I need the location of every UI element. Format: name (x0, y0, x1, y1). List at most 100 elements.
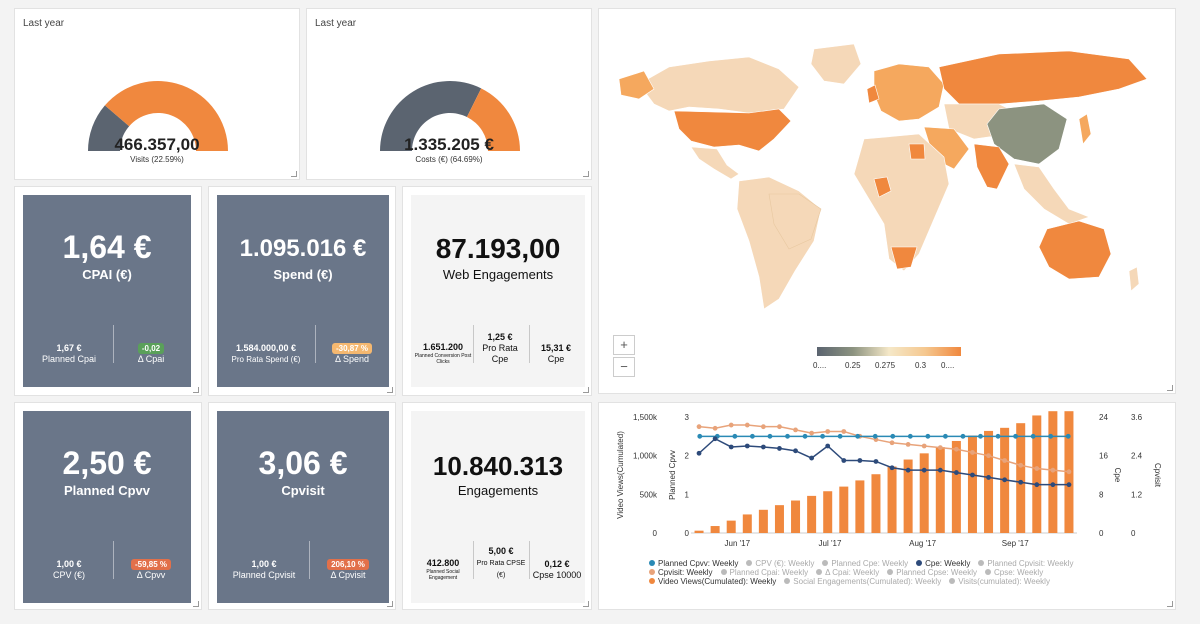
resize-handle-icon[interactable] (1167, 601, 1173, 607)
map-legend-label: 0.3 (915, 361, 927, 370)
map-region-new-zealand[interactable] (1128, 266, 1140, 292)
video-views-bar (903, 459, 913, 533)
legend-item[interactable]: Cpvisit: Weekly (649, 568, 713, 577)
legend-item[interactable]: Planned Cpvisit: Weekly (978, 559, 1073, 568)
video-views-bar (774, 505, 784, 533)
cpvisit-point (986, 453, 991, 459)
kpi-sub-label: Pro Rata CPSE (€) (476, 560, 526, 579)
kpi-divider (309, 541, 310, 579)
kpi-divider (473, 541, 474, 579)
cpe-point (1018, 479, 1024, 485)
map-region-china[interactable] (986, 103, 1068, 165)
resize-handle-icon[interactable] (583, 171, 589, 177)
gauge-value: 1.335.205 € (404, 135, 494, 154)
cpvisit-point (825, 429, 831, 434)
kpi-label: Web Engagements (442, 267, 554, 282)
map-region-russia[interactable] (938, 50, 1148, 105)
resize-handle-icon[interactable] (583, 387, 589, 393)
legend-label: Video Views(Cumulated): Weekly (658, 577, 777, 586)
kpi-sub-label: Pro Rata Spend (€) (231, 355, 301, 364)
map-region-south-africa[interactable] (890, 246, 918, 270)
cpe-point (744, 443, 750, 449)
kpi-card-engagements-wrap: 10.840.313 Engagements 412.800 Planned So… (402, 402, 592, 610)
legend-item[interactable]: Δ Cpai: Weekly (816, 568, 879, 577)
map-region-india[interactable] (973, 143, 1010, 190)
resize-handle-icon[interactable] (387, 387, 393, 393)
map-legend-label: 0.25 (845, 361, 861, 370)
cpe-line (698, 437, 1069, 486)
legend-item[interactable]: Visits(cumulated): Weekly (949, 577, 1050, 586)
map-region-nigeria[interactable] (873, 176, 892, 198)
map-legend-label: 0.... (941, 361, 955, 370)
cpvisit-point (921, 443, 927, 449)
legend-item[interactable]: CPV (€): Weekly (746, 559, 814, 568)
planned-cpvv-point (732, 433, 738, 439)
map-region-uk[interactable] (866, 84, 880, 104)
legend-row: Video Views(Cumulated): Weekly Social Eng… (649, 577, 1058, 586)
map-region-southeast-asia[interactable] (1013, 163, 1090, 225)
resize-handle-icon[interactable] (291, 171, 297, 177)
gauge-visits-chart (88, 81, 228, 151)
cpe-point (809, 455, 815, 461)
kpi-sub-label: Δ Cpai (137, 354, 165, 364)
kpi-sub-value: 5,00 € (488, 546, 514, 556)
zoom-out-button[interactable]: − (613, 357, 635, 377)
y-cpe-tick: 16 (1099, 452, 1108, 461)
kpi-divider (113, 541, 114, 579)
gauge-card-costs: Last year 1.335.205 € Costs (€) (64.69%) (306, 8, 592, 180)
legend-item[interactable]: Planned Cpse: Weekly (887, 568, 977, 577)
map-region-japan[interactable] (1078, 113, 1092, 145)
kpi-divider (113, 325, 114, 363)
planned-cpvv-point (785, 433, 790, 439)
kpi-sub-label: Cpse 10000 (532, 570, 582, 580)
legend-item[interactable]: Cpe: Weekly (916, 559, 970, 568)
map-legend-label: 0.... (813, 361, 827, 370)
map-region-usa[interactable] (673, 108, 792, 152)
map-region-greenland[interactable] (810, 43, 862, 85)
x-tick-label: Jul '17 (819, 539, 842, 548)
cpe-point (873, 459, 879, 464)
video-views-bar (726, 520, 736, 533)
legend-item[interactable]: Cpse: Weekly (985, 568, 1043, 577)
legend-label: Planned Cpse: Weekly (896, 568, 977, 577)
legend-item[interactable]: Planned Cpai: Weekly (720, 568, 808, 577)
legend-item[interactable]: Planned Cpe: Weekly (822, 559, 908, 568)
legend-marker-icon (720, 569, 727, 575)
legend-item[interactable]: Video Views(Cumulated): Weekly (649, 577, 776, 586)
resize-handle-icon[interactable] (583, 601, 589, 607)
resize-handle-icon[interactable] (387, 601, 393, 607)
resize-handle-icon[interactable] (1167, 385, 1173, 391)
legend-marker-icon (978, 560, 985, 566)
planned-cpvv-point (837, 433, 843, 439)
legend-marker-icon (649, 569, 655, 575)
map-region-australia[interactable] (1038, 220, 1112, 280)
map-region-egypt[interactable] (908, 143, 926, 160)
map-region-alaska[interactable] (618, 70, 655, 100)
map-region-brazil[interactable] (768, 193, 822, 250)
kpi-sub-label: Δ Cpvisit (330, 570, 366, 580)
cpvisit-point (841, 429, 847, 434)
map-region-canada[interactable] (638, 56, 800, 114)
kpi-label: Engagements (457, 483, 539, 498)
cpvisit-point (970, 450, 975, 455)
video-views-bar (1016, 423, 1026, 533)
legend-item[interactable]: Social Engagements(Cumulated): Weekly (784, 577, 941, 586)
kpi-card-cpai: 1,64 € CPAI (€) 1,67 € Planned Cpai -0,02… (23, 195, 191, 387)
cpvisit-point (1002, 458, 1008, 463)
cpvisit-point (793, 427, 798, 433)
zoom-in-button[interactable]: + (613, 335, 635, 355)
legend-item[interactable]: Planned Cpvv: Weekly (649, 559, 738, 568)
resize-handle-icon[interactable] (193, 387, 199, 393)
kpi-sub-label: Pro Rata Cpe (482, 343, 518, 364)
resize-handle-icon[interactable] (193, 601, 199, 607)
kpi-sub-2: 5,00 € Pro Rata CPSE (€) (473, 546, 529, 581)
legend-label: CPV (€): Weekly (755, 559, 815, 568)
kpi-value: 1.095.016 € (239, 235, 367, 262)
cpe-point (825, 443, 831, 449)
x-tick-label: Aug '17 (909, 539, 936, 548)
kpi-card-cpai-wrap: 1,64 € CPAI (€) 1,67 € Planned Cpai -0,02… (14, 186, 202, 396)
gauge-costs-chart (380, 80, 520, 151)
map-region-europe[interactable] (873, 63, 945, 122)
map-region-mexico[interactable] (690, 146, 740, 180)
world-map[interactable] (599, 9, 1177, 395)
